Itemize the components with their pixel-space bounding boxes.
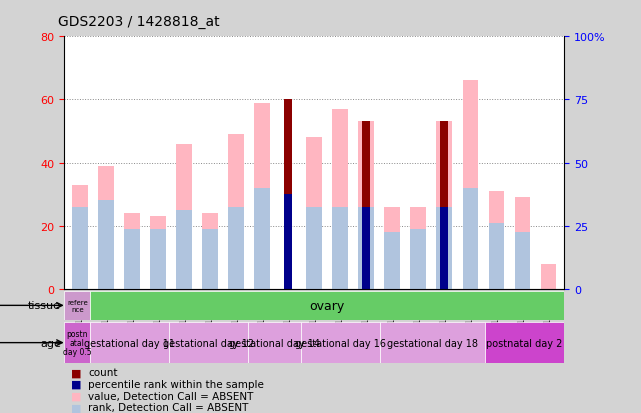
- Bar: [410, 207, 426, 289]
- Bar: [202, 214, 218, 289]
- Bar: [488, 223, 504, 289]
- Bar: [380, 322, 485, 363]
- Bar: [332, 207, 348, 289]
- Bar: [228, 207, 244, 289]
- Text: gestational day 11: gestational day 11: [85, 338, 176, 348]
- Bar: [362, 207, 370, 289]
- Text: refere
nce: refere nce: [67, 299, 88, 312]
- Text: GDS2203 / 1428818_at: GDS2203 / 1428818_at: [58, 15, 219, 29]
- Bar: [176, 144, 192, 289]
- Bar: [410, 229, 426, 289]
- Bar: [332, 109, 348, 289]
- Bar: [440, 122, 448, 289]
- Bar: [254, 103, 270, 289]
- Bar: [515, 233, 530, 289]
- Bar: [437, 207, 452, 289]
- Bar: [254, 188, 270, 289]
- Bar: [64, 322, 90, 363]
- Bar: [72, 185, 88, 289]
- Text: postnatal day 2: postnatal day 2: [487, 338, 563, 348]
- Bar: [385, 207, 400, 289]
- Bar: [150, 217, 165, 289]
- Text: value, Detection Call = ABSENT: value, Detection Call = ABSENT: [88, 391, 254, 401]
- Bar: [150, 229, 165, 289]
- Bar: [301, 322, 380, 363]
- Bar: [488, 192, 504, 289]
- Text: tissue: tissue: [28, 301, 61, 311]
- Bar: [358, 122, 374, 289]
- Bar: [98, 166, 113, 289]
- Bar: [463, 188, 478, 289]
- Bar: [440, 207, 448, 289]
- Bar: [202, 229, 218, 289]
- Bar: [64, 291, 90, 320]
- Bar: [176, 210, 192, 289]
- Text: ovary: ovary: [310, 299, 345, 312]
- Bar: [248, 322, 301, 363]
- Bar: [362, 122, 370, 289]
- Text: gestational day 18: gestational day 18: [387, 338, 478, 348]
- Bar: [124, 229, 140, 289]
- Bar: [284, 195, 292, 289]
- Text: count: count: [88, 368, 118, 377]
- Text: ■: ■: [71, 368, 81, 377]
- Text: gestational day 14: gestational day 14: [229, 338, 320, 348]
- Bar: [306, 138, 322, 289]
- Bar: [72, 207, 88, 289]
- Text: postn
atal
day 0.5: postn atal day 0.5: [63, 329, 92, 356]
- Bar: [437, 122, 452, 289]
- Bar: [169, 322, 248, 363]
- Bar: [284, 100, 292, 289]
- Bar: [98, 201, 113, 289]
- Text: gestational day 12: gestational day 12: [163, 338, 254, 348]
- Text: age: age: [40, 338, 61, 348]
- Bar: [515, 198, 530, 289]
- Bar: [90, 322, 169, 363]
- Bar: [485, 322, 564, 363]
- Text: ■: ■: [71, 391, 81, 401]
- Bar: [385, 233, 400, 289]
- Bar: [228, 135, 244, 289]
- Text: percentile rank within the sample: percentile rank within the sample: [88, 379, 264, 389]
- Bar: [358, 207, 374, 289]
- Text: gestational day 16: gestational day 16: [295, 338, 386, 348]
- Text: ■: ■: [71, 402, 81, 412]
- Text: rank, Detection Call = ABSENT: rank, Detection Call = ABSENT: [88, 402, 249, 412]
- Bar: [540, 264, 556, 289]
- Bar: [306, 207, 322, 289]
- Text: ■: ■: [71, 379, 81, 389]
- Bar: [463, 81, 478, 289]
- Bar: [124, 214, 140, 289]
